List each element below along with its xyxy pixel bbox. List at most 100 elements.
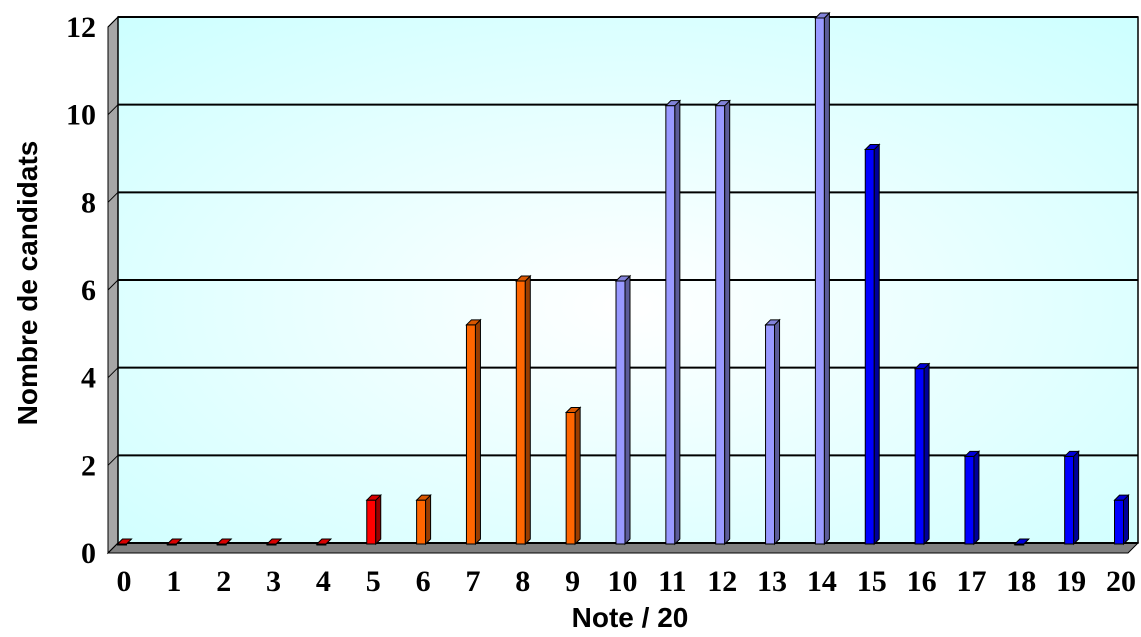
bar-side xyxy=(973,450,980,546)
bar-front xyxy=(465,324,476,545)
bar xyxy=(963,450,981,546)
gridline-side xyxy=(107,191,119,203)
bar-top xyxy=(1113,494,1130,501)
bar-top xyxy=(465,319,482,326)
gridline-side xyxy=(107,367,119,379)
x-tick-label: 8 xyxy=(515,565,530,598)
x-tick-label: 16 xyxy=(907,565,937,598)
x-tick-label: 15 xyxy=(857,565,887,598)
bar-top xyxy=(215,538,233,545)
bar-front xyxy=(1064,455,1075,545)
bar xyxy=(215,538,233,546)
bar-top xyxy=(315,538,333,545)
bar xyxy=(515,274,532,546)
y-tick-label: 2 xyxy=(81,449,96,482)
bar-top xyxy=(1013,538,1031,545)
gridline-side xyxy=(107,454,119,466)
bar-side xyxy=(724,99,731,546)
bar-front xyxy=(515,280,526,545)
bar-side xyxy=(1073,450,1080,546)
bar-front xyxy=(416,499,427,545)
bar-top xyxy=(913,363,931,370)
y-tick-label: 4 xyxy=(81,362,96,395)
bar-front xyxy=(715,105,726,545)
bar-side xyxy=(923,362,930,546)
x-tick-label: 4 xyxy=(316,565,331,598)
x-tick-label: 11 xyxy=(658,565,686,598)
y-tick-label: 12 xyxy=(66,11,96,44)
x-tick-label: 5 xyxy=(366,565,381,598)
bar-side xyxy=(1123,493,1129,546)
bar-top xyxy=(365,494,382,501)
bar-side xyxy=(375,493,382,546)
bar-top xyxy=(1063,450,1080,457)
x-tick-label: 6 xyxy=(416,565,431,598)
x-tick-label: 12 xyxy=(707,565,737,598)
y-axis-title: Nombre de candidats xyxy=(12,141,43,426)
y-tick-label: 8 xyxy=(81,186,96,219)
gridline-side xyxy=(107,542,119,554)
bar-side xyxy=(823,11,830,546)
bar-front xyxy=(665,105,676,545)
bar xyxy=(864,143,881,546)
y-tick-label: 10 xyxy=(66,99,96,132)
x-tick-label: 20 xyxy=(1106,565,1136,598)
bar xyxy=(365,493,382,546)
bars-group xyxy=(116,11,1130,546)
bar-top xyxy=(116,538,133,545)
bar-side xyxy=(774,318,781,546)
bar-top xyxy=(564,407,582,413)
y-tick-label: 6 xyxy=(81,274,96,307)
bar xyxy=(1113,493,1130,546)
bar xyxy=(664,99,682,546)
bar xyxy=(764,318,781,546)
bar-front xyxy=(615,280,626,545)
bar xyxy=(564,406,582,546)
gridline-side xyxy=(107,16,119,28)
bar-top xyxy=(714,100,731,107)
bar-top xyxy=(415,494,432,501)
x-tick-label: 1 xyxy=(166,565,181,598)
bar-front xyxy=(1114,499,1124,545)
bar-side xyxy=(674,99,681,546)
bar-side xyxy=(474,318,481,546)
bar xyxy=(166,538,183,546)
bar-top xyxy=(265,538,283,545)
bar-top xyxy=(515,275,532,282)
bar-front xyxy=(864,149,875,545)
bar xyxy=(913,362,931,546)
bar xyxy=(116,538,133,546)
bar-top xyxy=(864,144,881,150)
x-tick-label: 0 xyxy=(117,565,132,598)
bar-front xyxy=(366,499,377,545)
x-tick-label: 17 xyxy=(956,565,986,598)
bar-top xyxy=(814,12,831,19)
bar xyxy=(1013,538,1031,546)
bar xyxy=(315,538,333,546)
bar-top xyxy=(764,319,781,326)
x-tick-label: 13 xyxy=(757,565,787,598)
bar-front xyxy=(765,324,776,545)
x-tick-label: 14 xyxy=(807,565,837,598)
gridline-side xyxy=(107,279,119,291)
bar xyxy=(614,274,632,546)
bar-front xyxy=(964,455,975,545)
bar-top xyxy=(614,275,632,282)
bar-side xyxy=(624,274,631,546)
x-tick-label: 7 xyxy=(465,565,480,598)
x-tick-label: 3 xyxy=(266,565,281,598)
bar-front xyxy=(565,412,576,545)
bar-front xyxy=(814,17,825,545)
bar-top xyxy=(963,450,981,457)
x-tick-label: 2 xyxy=(216,565,231,598)
x-tick-label: 19 xyxy=(1056,565,1086,598)
bar-side xyxy=(574,406,581,546)
bar xyxy=(714,99,731,546)
gridline-side xyxy=(107,104,119,116)
bar xyxy=(1063,450,1080,546)
bar-side xyxy=(873,143,880,546)
bar xyxy=(465,318,482,546)
y-tick-label: 0 xyxy=(81,537,96,570)
